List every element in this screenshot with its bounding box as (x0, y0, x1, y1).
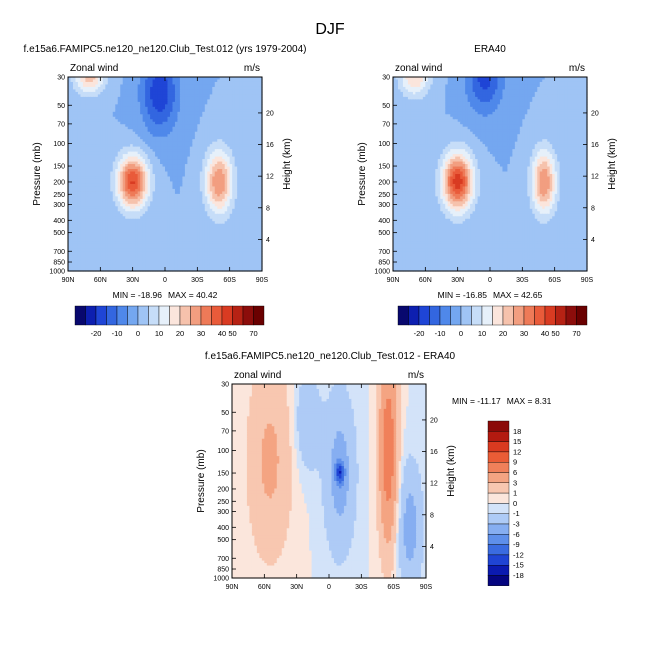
panel-model: f.e15a6.FAMIPC5.ne120_ne120.Club_Test.01… (24, 44, 307, 300)
contour-field (68, 77, 263, 272)
figure-canvas: DJF f.e15a6.FAMIPC5.ne120_ne120.Club_Tes… (0, 0, 661, 661)
figure-title: DJF (315, 21, 345, 38)
